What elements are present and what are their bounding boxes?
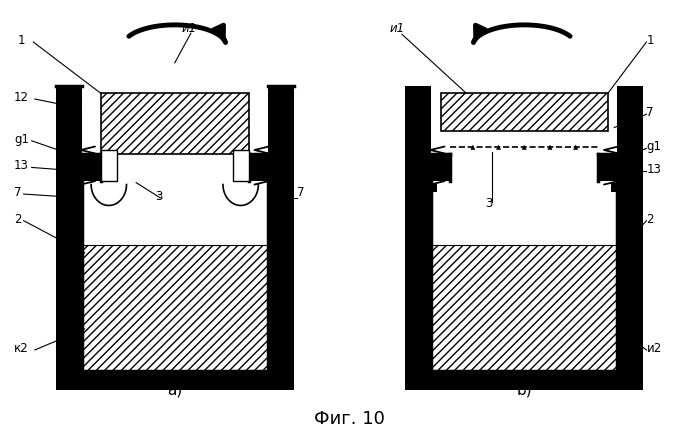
Bar [405,371,643,390]
Bar [440,93,608,131]
Text: g1: g1 [647,140,661,153]
Bar [101,150,117,181]
Text: b): b) [517,382,532,397]
Text: и1: и1 [181,22,196,35]
Bar [101,86,249,154]
Bar [249,154,294,181]
Bar [82,245,268,371]
Bar [429,183,438,192]
Bar [56,154,101,181]
Bar [101,93,249,154]
Bar [56,371,294,390]
Text: к2: к2 [14,342,29,355]
Bar [405,86,431,386]
Bar [611,183,619,192]
Text: 13: 13 [14,159,29,172]
Text: 1: 1 [647,34,654,47]
Text: 7: 7 [647,106,654,119]
Bar [268,86,294,386]
Text: и1: и1 [389,22,404,35]
Bar [431,245,617,371]
Text: 7: 7 [14,186,22,199]
Text: 3: 3 [155,190,163,203]
Bar [56,86,82,386]
Text: g1: g1 [14,133,29,146]
Text: 7: 7 [297,186,305,199]
Text: a): a) [167,382,182,397]
Bar [233,150,249,181]
Bar [617,86,643,386]
Text: 3: 3 [486,197,493,210]
Text: Фиг. 10: Фиг. 10 [314,410,385,428]
Text: 2: 2 [14,213,22,226]
Text: 1: 1 [17,34,24,47]
Text: 2: 2 [647,213,654,226]
Bar [82,181,268,371]
Text: 13: 13 [647,163,661,176]
Bar [431,181,617,371]
Text: 12: 12 [14,91,29,104]
Bar [598,154,643,181]
Bar [450,86,598,154]
Text: и2: и2 [647,342,662,355]
Bar [405,154,450,181]
